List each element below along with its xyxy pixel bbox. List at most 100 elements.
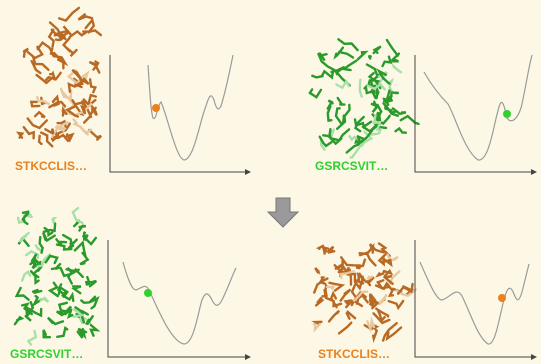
- molecule-bond: [73, 208, 83, 223]
- molecule-bond: [392, 54, 399, 62]
- molecule-bond: [374, 46, 381, 53]
- molecule-bond: [328, 106, 332, 120]
- energy-plot: [415, 55, 536, 172]
- molecule-bond: [81, 127, 92, 134]
- energy-plot: [415, 240, 536, 357]
- molecule-bond: [347, 312, 355, 319]
- molecule-bond: [74, 120, 82, 128]
- molecule-bond: [83, 233, 96, 244]
- molecule-bond: [22, 272, 30, 281]
- molecule-bond: [57, 328, 67, 337]
- molecule-bond: [344, 61, 356, 70]
- molecule-bond: [329, 129, 331, 138]
- state-dot: [144, 289, 152, 297]
- molecule-bond: [383, 57, 391, 67]
- molecule-bond: [401, 116, 419, 124]
- sequence-label: GSRCSVIT…: [10, 347, 83, 361]
- energy-curve: [424, 55, 532, 160]
- molecule-bond: [346, 300, 352, 303]
- sequence-label: STKCCLIS…: [318, 347, 390, 361]
- molecule-bond: [393, 109, 406, 114]
- molecule-bond: [86, 282, 89, 285]
- molecule-bond: [387, 40, 398, 56]
- molecule-bond: [28, 47, 42, 58]
- molecule-bond: [314, 324, 320, 330]
- axes: [415, 240, 536, 357]
- molecule-bond: [83, 102, 85, 104]
- molecule-bond: [17, 288, 29, 300]
- molecule-bond: [394, 66, 401, 72]
- molecule-bond: [39, 136, 41, 144]
- molecule-bond: [316, 298, 323, 305]
- molecule-bond: [89, 130, 101, 140]
- molecule-bond: [91, 299, 98, 309]
- molecule-bond: [52, 264, 60, 269]
- molecule-bond: [90, 79, 95, 92]
- molecule-bond: [44, 330, 50, 337]
- molecule-bond: [73, 286, 81, 293]
- energy-plot: [110, 55, 250, 172]
- state-dot: [503, 110, 511, 118]
- molecule-bond: [338, 98, 345, 105]
- molecule-bond: [312, 76, 322, 78]
- molecule-bond: [59, 8, 79, 21]
- molecule-bond: [31, 102, 39, 106]
- molecule-bond: [48, 318, 63, 324]
- molecule-bond: [328, 247, 334, 253]
- molecule-bond: [360, 247, 373, 255]
- molecule-bond: [341, 290, 351, 301]
- molecule-bond: [319, 246, 324, 250]
- molecule-bond: [37, 75, 53, 83]
- molecule-bond: [378, 271, 384, 275]
- molecule-bond: [80, 253, 88, 264]
- transition-arrow: [268, 198, 298, 227]
- molecule-bond: [389, 301, 404, 308]
- molecule-bond: [28, 331, 36, 345]
- molecule-bond: [336, 108, 341, 123]
- energy-curve: [148, 55, 233, 160]
- energy-curve: [420, 262, 529, 344]
- molecule-bond: [67, 48, 77, 56]
- molecule-bond: [358, 52, 366, 59]
- molecule-bond: [35, 112, 45, 117]
- molecule-bond: [391, 93, 399, 101]
- molecule-bond: [334, 302, 341, 307]
- molecule-bond: [41, 298, 49, 302]
- molecule-bond: [79, 226, 85, 231]
- sequence-label: STKCCLIS…: [15, 159, 87, 173]
- molecule-bond: [68, 268, 72, 283]
- molecule-bond: [339, 323, 351, 334]
- molecules: [15, 8, 419, 345]
- molecule-bond: [329, 311, 339, 322]
- molecule-bond: [327, 287, 334, 290]
- molecule-bond: [57, 312, 64, 316]
- axes: [415, 55, 536, 172]
- sequence-label: GSRCSVIT…: [315, 159, 388, 173]
- molecule-bond: [316, 322, 322, 323]
- molecule-bond: [315, 268, 318, 273]
- molecule-bond: [91, 325, 97, 336]
- molecule-bond: [33, 290, 41, 293]
- molecule-bond: [87, 316, 93, 324]
- state-dot: [152, 104, 160, 112]
- molecule-bond: [45, 129, 53, 133]
- molecule-bond: [331, 293, 336, 299]
- axes: [108, 240, 250, 357]
- molecule-bond: [310, 89, 321, 97]
- molecule-bond: [63, 295, 74, 301]
- molecule-bond: [356, 260, 365, 269]
- molecule-bond: [24, 127, 34, 138]
- energy-curve: [123, 262, 236, 344]
- molecule-bond: [360, 80, 362, 97]
- molecule-bond: [68, 309, 72, 317]
- molecule-bond: [336, 81, 349, 87]
- molecule-bond: [339, 52, 353, 58]
- energy-plot: [108, 240, 250, 357]
- molecule-bond: [19, 133, 23, 138]
- molecule-bond: [28, 119, 47, 129]
- molecule-bond: [41, 133, 52, 147]
- molecule-bond: [52, 218, 54, 222]
- molecule-bond: [341, 257, 360, 265]
- molecule-bond: [396, 129, 406, 133]
- molecule-bond: [368, 56, 370, 59]
